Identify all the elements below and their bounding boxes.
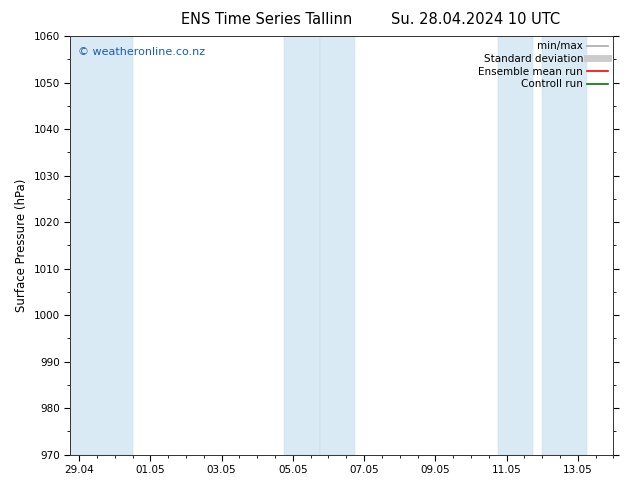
Text: © weatheronline.co.nz: © weatheronline.co.nz — [79, 47, 205, 57]
Y-axis label: Surface Pressure (hPa): Surface Pressure (hPa) — [15, 179, 28, 312]
Bar — [320, 36, 355, 455]
Text: ENS Time Series Tallinn: ENS Time Series Tallinn — [181, 12, 352, 27]
Bar — [498, 36, 533, 455]
Text: Su. 28.04.2024 10 UTC: Su. 28.04.2024 10 UTC — [391, 12, 560, 27]
Legend: min/max, Standard deviation, Ensemble mean run, Controll run: min/max, Standard deviation, Ensemble me… — [476, 39, 611, 91]
Bar — [284, 36, 320, 455]
Bar — [542, 36, 586, 455]
Bar — [70, 36, 133, 455]
